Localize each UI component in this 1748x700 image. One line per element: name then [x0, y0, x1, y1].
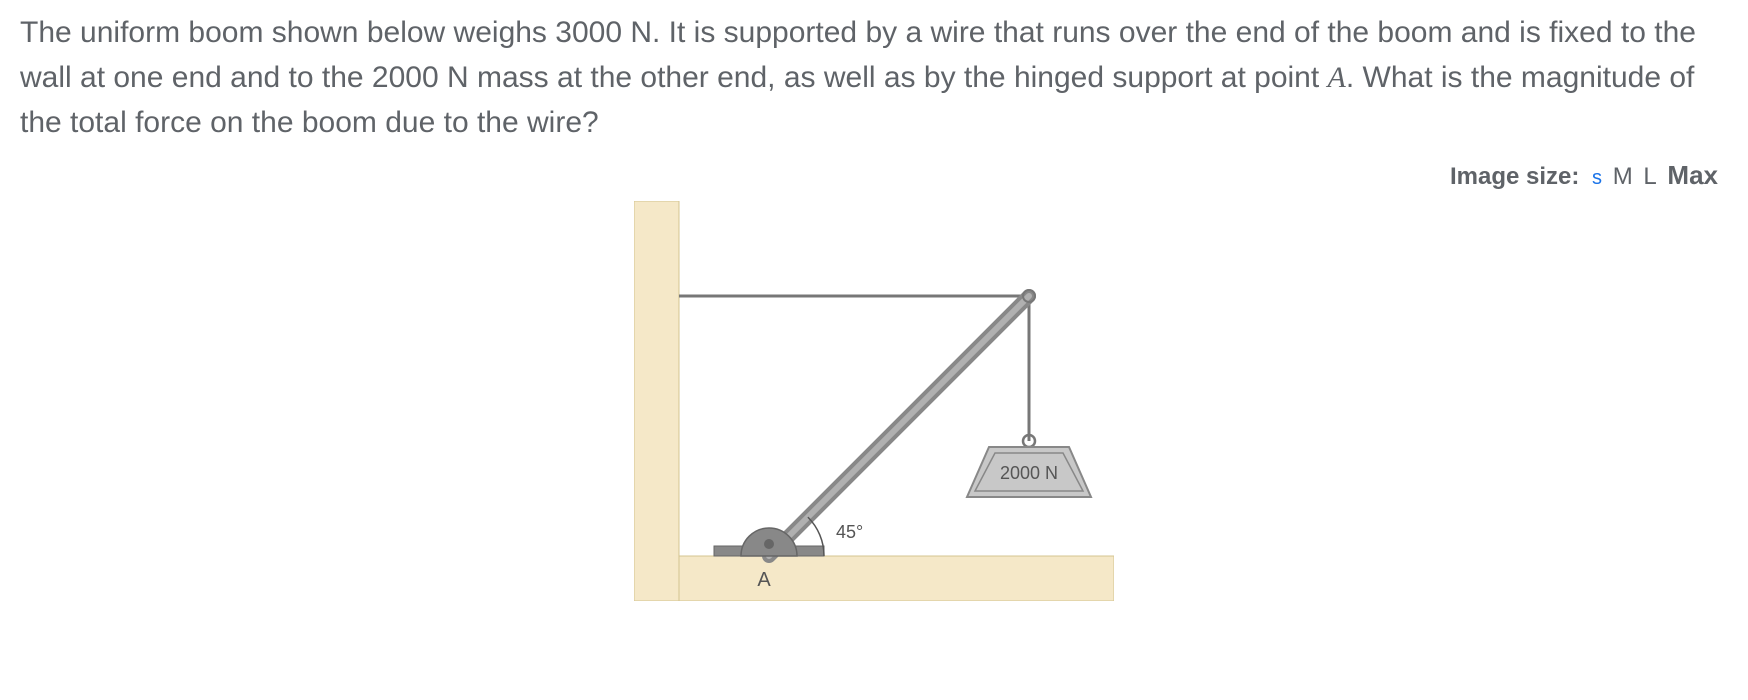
problem-var-a: A — [1328, 61, 1346, 94]
size-option-m[interactable]: M — [1613, 163, 1633, 190]
svg-text:A: A — [757, 569, 771, 591]
figure-container: 2000 N 45° A — [20, 201, 1728, 606]
svg-text:45°: 45° — [836, 522, 863, 542]
image-size-selector: Image size: S M L Max — [20, 160, 1728, 191]
svg-text:2000 N: 2000 N — [1000, 463, 1058, 483]
size-option-l[interactable]: L — [1643, 163, 1656, 190]
size-option-s[interactable]: S — [1592, 167, 1602, 189]
problem-text: The uniform boom shown below weighs 3000… — [20, 10, 1728, 145]
figure-svg: 2000 N 45° A — [634, 201, 1114, 601]
image-size-label: Image size: — [1450, 163, 1579, 190]
physics-figure: 2000 N 45° A — [634, 201, 1114, 606]
size-option-max[interactable]: Max — [1667, 160, 1718, 190]
